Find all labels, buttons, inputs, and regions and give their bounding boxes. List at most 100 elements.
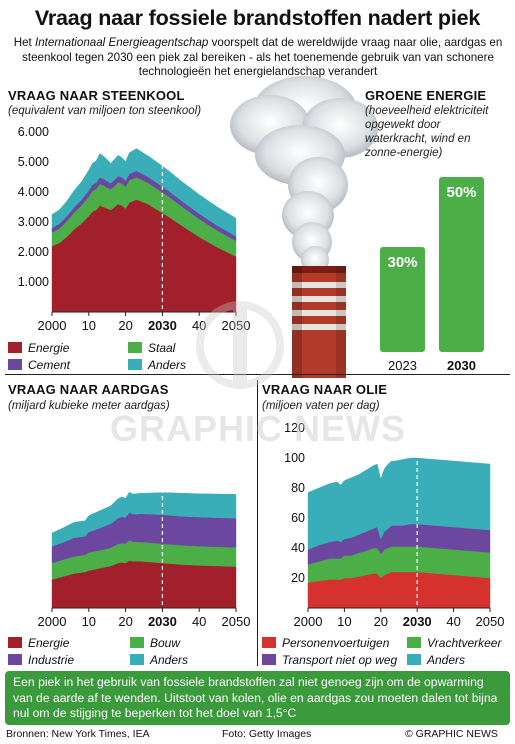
legend-label: Energie (28, 636, 70, 650)
y-tick-label: 40 (291, 541, 305, 555)
legend-label: Transport niet op weg (282, 653, 398, 667)
olie-chart: 120 100 80 60 40 20 2000 10 20 2030 40 2050 (284, 421, 505, 629)
watermark-logo (196, 301, 284, 389)
x-tick-label: 40 (192, 318, 206, 333)
area-anders (307, 457, 491, 550)
legend-swatch (8, 359, 22, 370)
legend-item-transport: Transport niet op weg (262, 653, 397, 667)
page-title: Vraag naar fossiele brandstoffen nadert … (34, 6, 481, 30)
x-tick-label: 10 (337, 614, 351, 629)
y-tick-label: 2.000 (18, 245, 49, 259)
legend-item-energie: Energie (8, 636, 69, 650)
legend-swatch (130, 654, 144, 665)
legend-swatch (8, 637, 22, 648)
legend-item-vrachtverkeer: Vrachtverkeer (407, 636, 501, 650)
x-tick-label: 10 (82, 318, 96, 333)
bar-2023 (380, 247, 425, 352)
bar-value-label: 30% (387, 254, 417, 271)
legend-label: Anders (150, 653, 189, 667)
x-tick-label: 10 (82, 614, 96, 629)
legend-item-anders: Anders (130, 653, 188, 667)
legend-label: Anders (427, 653, 466, 667)
legend-item-industrie: Industrie (8, 653, 74, 667)
x-tick-label: 2050 (476, 614, 505, 629)
bar-category-label: 2023 (388, 358, 417, 373)
groene-energie-chart: 30% 2023 50% 2030 (380, 177, 484, 373)
photo-credit: Foto: Getty Images (222, 728, 312, 740)
smoke-cloud (230, 76, 378, 274)
legend-item-energie: Energie (8, 341, 69, 355)
x-tick-label: 20 (118, 318, 132, 333)
x-tick-label: 2050 (222, 614, 251, 629)
legend-swatch (128, 359, 142, 370)
aardgas-chart: 2000 10 20 2030 40 2050 (38, 426, 251, 629)
section-divider (5, 374, 510, 375)
olie-subtitle: (miljoen vaten per dag) (262, 400, 380, 412)
legend-swatch (8, 342, 22, 353)
y-tick-label: 6.000 (18, 125, 49, 139)
bar-2030 (439, 177, 484, 352)
x-tick-label: 40 (446, 614, 460, 629)
area-anders (51, 148, 237, 237)
sources-credit: Bronnen: New York Times, IEA (6, 728, 150, 740)
y-tick-label: 1.000 (18, 275, 49, 289)
x-tick-label: 2000 (294, 614, 323, 629)
legend-label: Cement (28, 358, 71, 372)
intro-after: voorspelt dat de wereldwijde vraag naar … (22, 36, 503, 78)
legend-label: Energie (28, 341, 70, 355)
x-tick-label: 40 (192, 614, 206, 629)
bar-category-label: 2030 (447, 358, 476, 373)
legend-swatch (8, 654, 22, 665)
y-tick-label: 4.000 (18, 185, 49, 199)
x-tick-label: 2030 (148, 614, 177, 629)
watermark: GRAPHIC NEWS (110, 408, 407, 449)
chimney (292, 266, 346, 378)
legend-swatch (407, 654, 421, 665)
legend-item-anders: Anders (407, 653, 465, 667)
x-tick-label: 2030 (403, 614, 432, 629)
y-tick-label: 20 (291, 571, 305, 585)
legend-item-bouw: Bouw (130, 636, 180, 650)
legend-item-staal: Staal (128, 341, 175, 355)
footer-text: Een piek in het gebruik van fossiele bra… (13, 675, 498, 720)
legend-item-anders: Anders (128, 358, 186, 372)
x-tick-label: 20 (374, 614, 388, 629)
y-tick-label: 60 (291, 511, 305, 525)
legend-label: Personenvoertuigen (282, 636, 390, 650)
footer-box (5, 671, 510, 725)
steenkool-chart: 6.000 5.000 4.000 3.000 2.000 1.000 2000 10 20 20… (18, 125, 250, 333)
aardgas-title: VRAAG NAAR AARDGAS (8, 382, 169, 397)
x-tick-label: 2050 (222, 318, 250, 333)
brand-credit: © GRAPHIC NEWS (405, 728, 498, 740)
legend-label: Staal (148, 341, 176, 355)
x-tick-label: 20 (118, 614, 132, 629)
x-tick-label: 2000 (38, 614, 67, 629)
legend-swatch (262, 637, 276, 648)
y-tick-label: 100 (284, 451, 305, 465)
steenkool-title: VRAAG NAAR STEENKOOL (8, 88, 185, 103)
x-tick-label: 2000 (38, 318, 67, 333)
legend-item-cement: Cement (8, 358, 70, 372)
legend-swatch (128, 342, 142, 353)
bar-value-label: 50% (446, 184, 476, 201)
smokestack-illustration (230, 76, 378, 378)
x-tick-label: 2030 (148, 318, 177, 333)
aardgas-subtitle: (miljard kubieke meter aardgas) (8, 400, 170, 412)
y-tick-label: 5.000 (18, 155, 49, 169)
legend-label: Bouw (150, 636, 181, 650)
y-tick-label: 120 (284, 421, 305, 435)
legend-item-personenvoertuigen: Personenvoertuigen (262, 636, 389, 650)
y-tick-label: 80 (291, 481, 305, 495)
legend-swatch (262, 654, 276, 665)
y-tick-label: 3.000 (18, 215, 49, 229)
intro-agency: Internationaal Energieagentschap (34, 36, 209, 49)
legend-label: Industrie (28, 653, 75, 667)
olie-title: VRAAG NAAR OLIE (262, 382, 388, 397)
groene-energie-subtitle: (hoeveelheid elektriciteit opgewekt door… (365, 105, 489, 159)
area-anders (51, 491, 237, 547)
groene-energie-title: GROENE ENERGIE (365, 88, 487, 103)
intro-before: Het (13, 36, 35, 49)
legend-swatch (407, 637, 421, 648)
intro-text: Het Internationaal Energieagentschap voo… (12, 36, 504, 80)
steenkool-subtitle: (equivalent van miljoen ton steenkool) (8, 105, 202, 117)
